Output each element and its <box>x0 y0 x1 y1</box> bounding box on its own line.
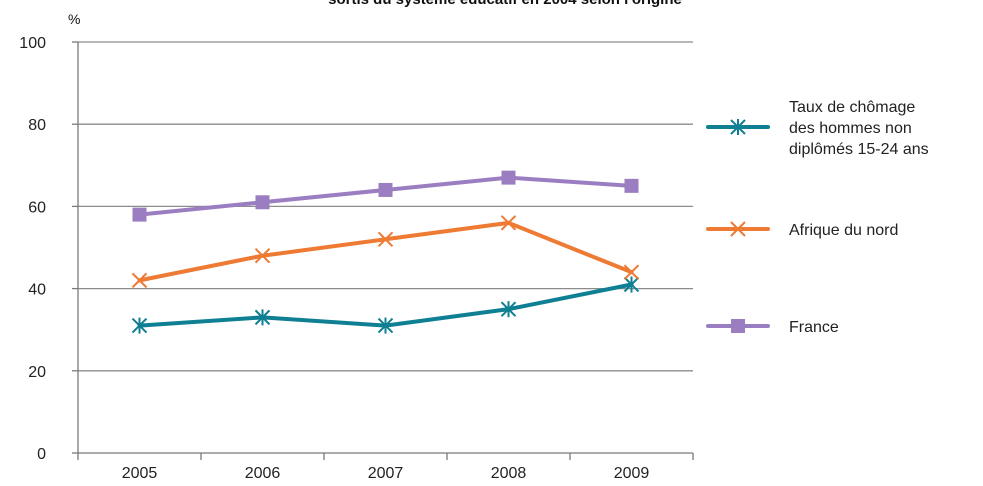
marker-stroke <box>730 221 746 237</box>
x-tick-label-2007: 2007 <box>368 465 404 482</box>
marker-stroke <box>254 248 271 264</box>
y-tick-label: 100 <box>19 35 46 52</box>
marker-stroke <box>500 215 517 231</box>
chart-title: sortis du système éducatif en 2004 selon… <box>328 0 682 8</box>
data-point-0-2005 <box>131 317 148 334</box>
data-point-2-2008 <box>501 170 516 185</box>
data-point-2-2009 <box>624 178 639 193</box>
data-point-1-2006 <box>254 248 271 264</box>
y-tick-label: 80 <box>28 117 46 134</box>
y-tick-label: 20 <box>28 364 46 381</box>
data-point-1-2008 <box>500 215 517 231</box>
x-tick-label-2008: 2008 <box>491 465 527 482</box>
legend-label-2: France <box>789 319 839 336</box>
legend-marker-0 <box>730 119 746 135</box>
legend-label-0: Taux de chômage <box>789 99 915 116</box>
y-tick-label: 60 <box>28 199 46 216</box>
marker-stroke <box>131 272 148 289</box>
legend-label-0: diplômés 15-24 ans <box>789 141 929 158</box>
axes: 0 20 40 60 80 100 2005 2006 2007 2008 2009 <box>19 35 694 482</box>
marker-stroke <box>377 231 394 247</box>
x-tick-label-2006: 2006 <box>245 465 281 482</box>
x-tick-label-2005: 2005 <box>122 465 158 482</box>
series-line-1 <box>137 220 634 283</box>
data-point-2-2005 <box>132 207 147 222</box>
y-tick-label: 40 <box>28 282 46 299</box>
series-lines <box>131 170 640 334</box>
data-point-0-2007 <box>377 317 394 334</box>
legend-label-0: des hommes non <box>789 120 912 137</box>
chart-text: sortis du système éducatif en 2004 selon… <box>68 0 682 27</box>
y-tick-label: 0 <box>37 446 46 463</box>
legend-marker-1 <box>730 221 746 237</box>
data-point-2-2006 <box>255 195 270 210</box>
data-point-1-2007 <box>377 231 394 247</box>
data-point-0-2006 <box>254 309 271 326</box>
legend-marker-2 <box>731 319 745 333</box>
x-tick-label-2009: 2009 <box>614 465 650 482</box>
legend-label-1: Afrique du nord <box>789 222 898 239</box>
data-point-2-2007 <box>378 182 393 197</box>
y-axis-unit-label: % <box>68 11 80 27</box>
data-point-1-2009 <box>623 264 640 280</box>
data-point-1-2005 <box>131 272 148 289</box>
gridlines <box>78 41 693 372</box>
marker-stroke <box>623 264 640 280</box>
data-point-0-2008 <box>500 301 517 318</box>
data-point-0-2009 <box>623 276 640 293</box>
legend: Taux de chômage des hommes non diplômés 15… <box>706 99 929 336</box>
